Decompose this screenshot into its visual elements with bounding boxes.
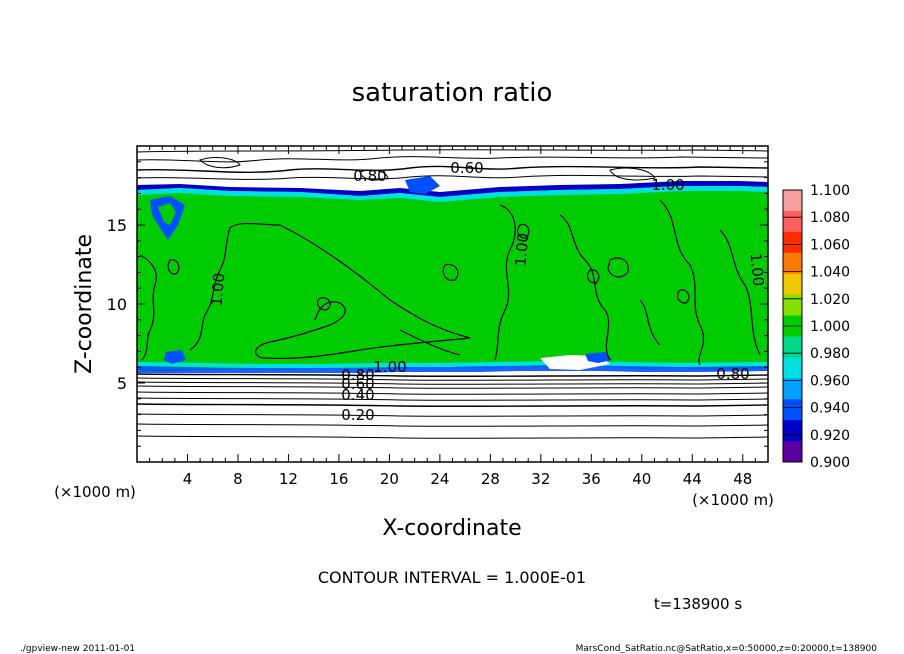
colorbar-label: 0.960 — [810, 373, 850, 389]
upper-left-pocket-inner — [158, 203, 176, 225]
colorbar-swatch — [783, 357, 802, 379]
colorbar-swatch — [783, 399, 802, 421]
y-unit-label: (×1000 m) — [54, 483, 136, 501]
x-unit-label: (×1000 m) — [692, 491, 774, 509]
colorbar-swatch — [783, 273, 802, 296]
y-tick-label: 15 — [107, 216, 127, 235]
contour-label: 0.60 — [341, 375, 374, 393]
contour-label: 0.80 — [353, 167, 386, 185]
y-axis-ticks: 5 10 15 — [107, 145, 768, 463]
colorbar-swatch — [783, 336, 802, 358]
colorbar: 1.100 1.080 1.060 1.040 1.020 1.000 0.980 0.960… — [782, 183, 850, 471]
chart-title: saturation ratio — [352, 78, 553, 108]
contour-label: 1.00 — [651, 176, 684, 194]
x-tick-label: 12 — [279, 470, 298, 488]
lower-contours — [136, 373, 769, 439]
y-tick-label: 5 — [117, 374, 127, 393]
colorbar-label: 1.100 — [810, 183, 850, 199]
contour-labels: 0.60 0.80 1.00 1.00 1.00 1.00 1.00 0.80 … — [208, 159, 768, 424]
colorbar-swatch — [783, 231, 802, 254]
contour-label: 0.20 — [341, 406, 374, 424]
x-axis-ticks: 4 8 12 16 20 24 28 32 36 40 44 48 — [136, 146, 769, 488]
contour-label: 0.80 — [341, 366, 374, 384]
time-text: t=138900 s — [654, 595, 742, 613]
lower-left-patch — [164, 350, 186, 364]
colorbar-label: 1.000 — [810, 319, 850, 335]
contour-label: 1.00 — [373, 358, 406, 376]
colorbar-label: 0.920 — [810, 428, 850, 444]
colorbar-swatch — [783, 378, 802, 400]
upper-cyan-band — [137, 186, 768, 202]
colorbar-swatch — [783, 294, 802, 317]
colorbar-label: 1.080 — [810, 210, 850, 226]
contour-label: 1.00 — [512, 232, 533, 267]
x-tick-label: 20 — [380, 470, 399, 488]
colorbar-swatch — [783, 252, 802, 275]
footer-left: ./gpview-new 2011-01-01 — [20, 644, 135, 654]
plot-area: 0.60 0.80 1.00 1.00 1.00 1.00 1.00 0.80 … — [136, 145, 769, 463]
x-tick-label: 44 — [683, 470, 702, 488]
lower-boundary-band — [137, 365, 768, 373]
colorbar-label: 0.980 — [810, 346, 850, 362]
lower-blue-patch — [585, 352, 612, 363]
x-tick-label: 8 — [233, 470, 243, 488]
upper-contours — [136, 149, 769, 181]
colorbar-label: 1.060 — [810, 237, 850, 253]
x-tick-label: 4 — [183, 470, 193, 488]
contour-interval-text: CONTOUR INTERVAL = 1.000E-01 — [318, 568, 586, 587]
colorbar-label: 1.040 — [810, 265, 850, 281]
x-tick-label: 48 — [733, 470, 752, 488]
contour-label: 0.80 — [716, 365, 749, 383]
colorbar-swatch — [783, 210, 802, 233]
x-tick-label: 16 — [329, 470, 348, 488]
x-tick-label: 32 — [531, 470, 550, 488]
x-tick-label: 24 — [430, 470, 449, 488]
footer-right: MarsCond_SatRatio.nc@SatRatio,x=0:50000,… — [576, 644, 878, 654]
contour-label: 0.40 — [341, 386, 374, 404]
colorbar-label: 1.020 — [810, 292, 850, 308]
y-tick-label: 10 — [107, 295, 127, 314]
contour-label: 0.60 — [450, 159, 483, 177]
y-axis-title: Z-coordinate — [72, 234, 97, 374]
x-axis-title: X-coordinate — [382, 516, 521, 541]
contour-label: 1.00 — [208, 272, 229, 307]
colorbar-swatch — [783, 420, 802, 442]
saturated-region — [137, 186, 768, 372]
contour-lines — [139, 199, 761, 366]
colorbar-label: 0.900 — [810, 455, 850, 471]
colorbar-swatch — [783, 441, 802, 463]
upper-blue-spot — [405, 176, 440, 194]
contour-label: 1.00 — [747, 252, 768, 287]
x-tick-label: 28 — [481, 470, 500, 488]
colorbar-swatch — [783, 190, 802, 212]
x-tick-label: 36 — [582, 470, 601, 488]
lower-cyan-band — [137, 361, 768, 368]
x-tick-label: 40 — [632, 470, 651, 488]
colorbar-label: 0.940 — [810, 401, 850, 417]
upper-boundary-band — [137, 181, 768, 197]
